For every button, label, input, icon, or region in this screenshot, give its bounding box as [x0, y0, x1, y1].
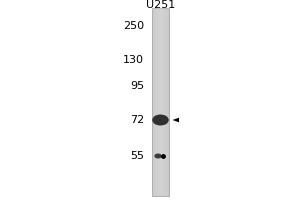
Bar: [154, 8, 166, 196]
Bar: [157, 8, 164, 196]
Bar: [159, 8, 162, 196]
Text: 55: 55: [130, 151, 144, 161]
Bar: [152, 8, 169, 196]
Bar: [154, 8, 167, 196]
Polygon shape: [172, 118, 179, 122]
Text: 95: 95: [130, 81, 144, 91]
Bar: [152, 8, 169, 196]
Bar: [158, 8, 164, 196]
Ellipse shape: [154, 154, 162, 158]
Text: 72: 72: [130, 115, 144, 125]
Ellipse shape: [152, 114, 169, 126]
Text: 130: 130: [123, 55, 144, 65]
Bar: [155, 8, 165, 196]
Text: 250: 250: [123, 21, 144, 31]
Text: U251: U251: [146, 0, 175, 10]
Bar: [152, 8, 169, 196]
